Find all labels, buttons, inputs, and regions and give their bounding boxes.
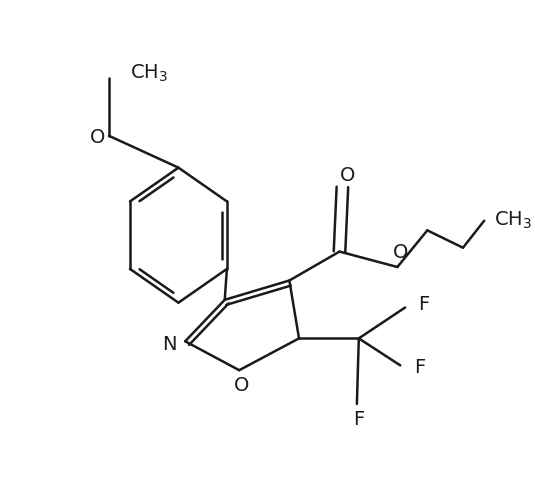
- Text: O: O: [233, 376, 249, 395]
- Text: F: F: [353, 410, 364, 429]
- Text: CH$_3$: CH$_3$: [130, 62, 168, 84]
- Text: CH$_3$: CH$_3$: [494, 210, 532, 231]
- Text: N: N: [163, 335, 177, 354]
- Text: F: F: [418, 295, 430, 314]
- Text: O: O: [340, 166, 355, 185]
- Text: F: F: [414, 358, 425, 377]
- Text: O: O: [393, 243, 408, 262]
- Text: O: O: [90, 128, 105, 147]
